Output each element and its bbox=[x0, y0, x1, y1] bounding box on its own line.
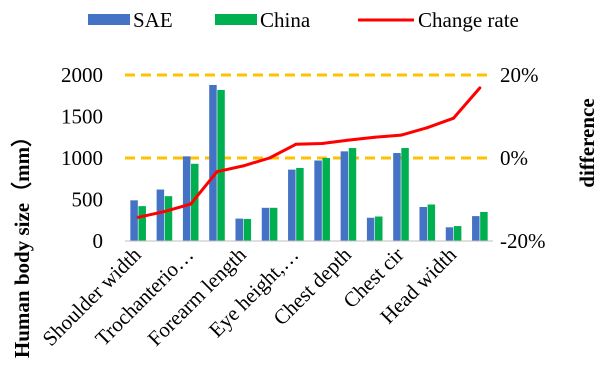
bar-sae bbox=[209, 84, 217, 242]
bar-sae bbox=[182, 156, 191, 241]
bar-china bbox=[322, 158, 330, 241]
legend-swatch-sae bbox=[88, 14, 130, 25]
change-rate-point bbox=[162, 210, 166, 214]
bar-sae bbox=[288, 169, 296, 241]
y-axis-ticks: 0 500 1000 1500 2000 bbox=[61, 63, 103, 253]
change-rate-point bbox=[425, 126, 429, 130]
bar-sae bbox=[130, 200, 138, 241]
change-rate-polyline bbox=[137, 86, 481, 219]
bar-china bbox=[348, 148, 357, 241]
change-rate-line bbox=[136, 86, 482, 219]
bar-sae bbox=[393, 153, 401, 241]
change-rate-point bbox=[241, 164, 245, 168]
change-rate-point bbox=[215, 170, 219, 174]
bar-sae bbox=[419, 206, 427, 241]
legend-label-sae: SAE bbox=[133, 8, 173, 32]
y-tick-label: 2000 bbox=[61, 63, 103, 87]
legend: SAE China Change rate bbox=[88, 8, 519, 32]
bars bbox=[130, 84, 488, 242]
y-tick-label: 1000 bbox=[61, 146, 103, 170]
change-rate-point bbox=[399, 133, 403, 137]
bar-sae bbox=[314, 160, 322, 241]
y-tick-label: 500 bbox=[72, 188, 104, 212]
y-tick-label: 1500 bbox=[61, 105, 103, 129]
reference-lines bbox=[125, 73, 493, 160]
change-rate-point bbox=[346, 138, 350, 142]
change-rate-point bbox=[189, 202, 193, 206]
bar-china bbox=[296, 167, 304, 241]
bar-sae bbox=[472, 216, 480, 241]
change-rate-point bbox=[452, 116, 456, 120]
bar-china bbox=[191, 163, 199, 241]
legend-label-china: China bbox=[260, 8, 311, 32]
bar-china bbox=[217, 89, 225, 241]
y2-tick-label: -20% bbox=[500, 229, 546, 253]
y2-axis-label: difference bbox=[575, 98, 599, 187]
bar-china bbox=[269, 207, 278, 241]
y-axis-label: Human body size（mm） bbox=[10, 126, 34, 358]
bar-sae bbox=[366, 217, 375, 241]
bar-china bbox=[138, 206, 146, 241]
bar-sae bbox=[156, 189, 165, 241]
y2-tick-label: 0% bbox=[500, 146, 528, 170]
bar-china bbox=[401, 148, 409, 241]
legend-swatch-china bbox=[215, 14, 257, 25]
bar-china bbox=[427, 204, 436, 241]
change-rate-point bbox=[373, 135, 377, 139]
bar-china bbox=[480, 211, 488, 241]
bar-china bbox=[243, 219, 252, 241]
y2-tick-label: 20% bbox=[500, 63, 539, 87]
legend-label-change-rate: Change rate bbox=[418, 8, 519, 32]
change-rate-point bbox=[268, 156, 272, 160]
bar-china bbox=[375, 216, 383, 241]
bar-sae bbox=[261, 207, 270, 241]
y2-axis-ticks: -20% 0% 20% bbox=[500, 63, 546, 253]
change-rate-point bbox=[478, 86, 482, 90]
bar-china bbox=[453, 226, 462, 241]
bar-china bbox=[164, 196, 173, 241]
change-rate-point bbox=[136, 215, 140, 219]
change-rate-point bbox=[320, 141, 324, 145]
change-rate-point bbox=[294, 142, 298, 146]
bar-sae bbox=[340, 151, 349, 241]
bar-sae bbox=[445, 227, 454, 241]
bar-sae bbox=[235, 218, 243, 241]
y-tick-label: 0 bbox=[93, 229, 104, 253]
